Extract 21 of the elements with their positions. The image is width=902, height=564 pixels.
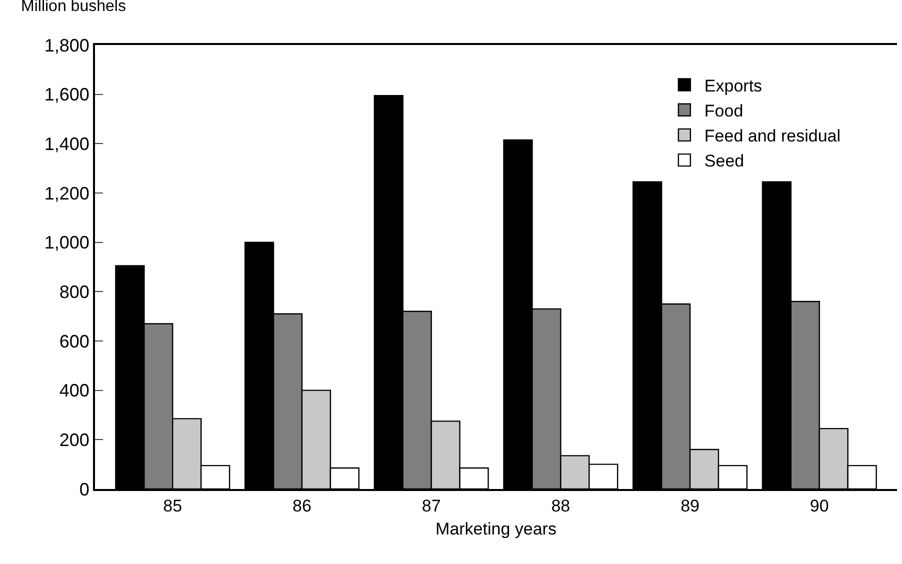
- legend-label: Feed and residual: [704, 126, 841, 146]
- y-tick-label: 800: [59, 282, 90, 302]
- x-tick-label: 89: [680, 496, 700, 516]
- y-tick-label: 400: [59, 380, 90, 401]
- x-tick-label: 85: [163, 496, 182, 516]
- y-tick-label: 1,200: [44, 183, 90, 204]
- legend-label: Seed: [704, 152, 744, 171]
- x-tick-label: 90: [810, 496, 829, 516]
- x-tick-label: 87: [422, 496, 441, 516]
- legend-label: Food: [704, 101, 744, 120]
- y-tick-label: 600: [59, 331, 90, 352]
- y-tick-label: 1,000: [44, 232, 90, 253]
- y-tick-label: 1,600: [44, 84, 90, 105]
- y-tick-label: 200: [59, 430, 90, 450]
- legend-label: Exports: [704, 76, 762, 96]
- x-tick-label: 88: [551, 496, 570, 516]
- y-tick-label: 0: [79, 479, 90, 500]
- x-axis-title: Marketing years: [436, 519, 556, 538]
- y-tick-label: 1,800: [44, 35, 90, 56]
- x-tick-label: 86: [292, 496, 312, 516]
- y-tick-label: 1,400: [44, 134, 90, 154]
